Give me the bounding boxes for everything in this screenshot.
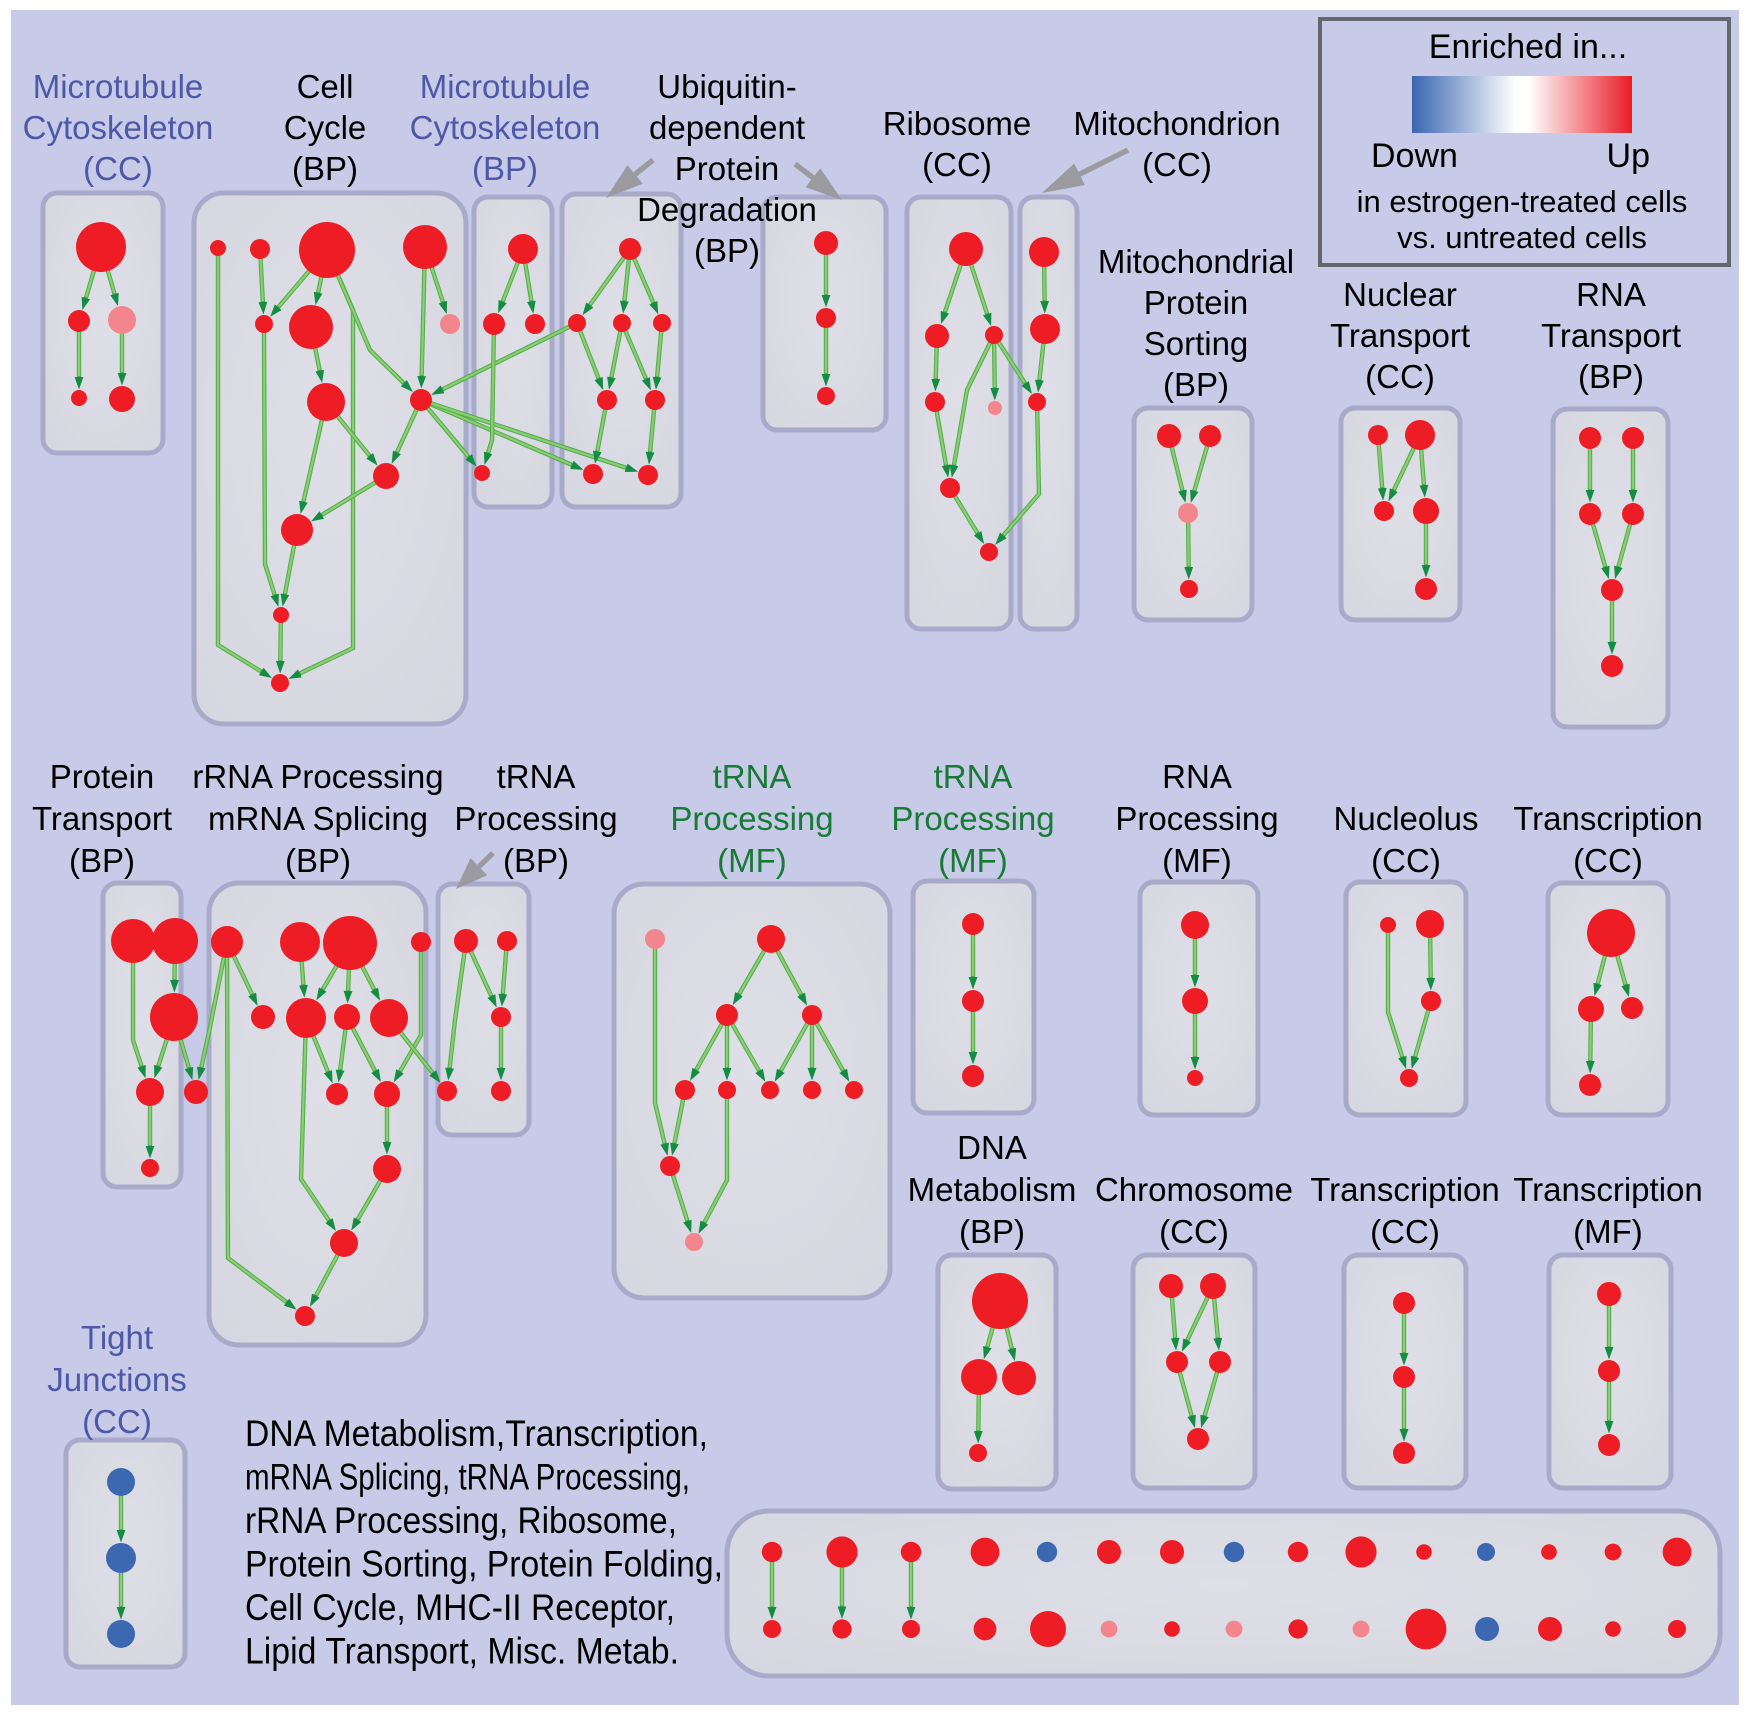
svg-text:(BP): (BP) [694,232,760,269]
svg-text:Cytoskeleton: Cytoskeleton [410,109,601,146]
svg-text:(BP): (BP) [285,842,351,879]
svg-text:tRNA: tRNA [497,758,576,795]
svg-text:RNA: RNA [1576,276,1646,313]
svg-text:(BP): (BP) [1578,358,1644,395]
svg-text:dependent: dependent [649,109,805,146]
svg-text:DNA: DNA [957,1129,1027,1166]
svg-text:Protein: Protein [1144,284,1249,321]
svg-text:(CC): (CC) [1371,842,1441,879]
svg-text:Lipid Transport, Misc. Metab.: Lipid Transport, Misc. Metab. [245,1631,679,1672]
svg-text:(CC): (CC) [1142,146,1212,183]
svg-text:Tight: Tight [81,1319,153,1356]
svg-text:(CC): (CC) [83,150,153,187]
svg-text:Processing: Processing [670,800,833,837]
svg-text:(CC): (CC) [1573,842,1643,879]
svg-text:mRNA Splicing: mRNA Splicing [208,800,428,837]
svg-text:(BP): (BP) [292,150,358,187]
svg-text:Protein Sorting, Protein Foldi: Protein Sorting, Protein Folding, [245,1544,723,1585]
svg-text:Enriched in...: Enriched in... [1429,28,1627,66]
svg-text:Processing: Processing [891,800,1054,837]
svg-text:mRNA Splicing, tRNA Processing: mRNA Splicing, tRNA Processing, [245,1457,690,1498]
svg-text:Cell Cycle, MHC-II Receptor,: Cell Cycle, MHC-II Receptor, [245,1587,675,1628]
svg-text:(MF): (MF) [1573,1213,1643,1250]
svg-text:Nuclear: Nuclear [1343,276,1457,313]
svg-text:Metabolism: Metabolism [908,1171,1077,1208]
svg-text:RNA: RNA [1162,758,1232,795]
svg-text:vs. untreated cells: vs. untreated cells [1397,220,1647,255]
svg-text:Sorting: Sorting [1144,325,1249,362]
svg-text:Microtubule: Microtubule [420,68,591,105]
svg-text:Transport: Transport [1541,317,1681,354]
svg-text:Cycle: Cycle [284,109,367,146]
svg-text:Transcription: Transcription [1513,800,1703,837]
svg-text:(CC): (CC) [1370,1213,1440,1250]
svg-text:in estrogen-treated cells: in estrogen-treated cells [1357,184,1688,219]
svg-text:Ubiquitin-: Ubiquitin- [657,68,796,105]
svg-text:(BP): (BP) [69,842,135,879]
svg-text:DNA Metabolism,Transcription,: DNA Metabolism,Transcription, [245,1413,708,1454]
svg-text:(BP): (BP) [1163,366,1229,403]
svg-text:Transcription: Transcription [1513,1171,1703,1208]
svg-text:Degradation: Degradation [637,191,817,228]
svg-text:Chromosome: Chromosome [1095,1171,1293,1208]
svg-text:tRNA: tRNA [713,758,792,795]
svg-text:Down: Down [1371,137,1458,175]
svg-text:Mitochondrion: Mitochondrion [1073,105,1280,142]
svg-text:rRNA Processing, Ribosome,: rRNA Processing, Ribosome, [245,1500,677,1541]
svg-text:Mitochondrial: Mitochondrial [1098,243,1294,280]
svg-text:(CC): (CC) [1365,358,1435,395]
svg-text:(MF): (MF) [1162,842,1232,879]
svg-text:Processing: Processing [454,800,617,837]
svg-text:(CC): (CC) [922,146,992,183]
svg-text:Cytoskeleton: Cytoskeleton [23,109,214,146]
svg-text:(CC): (CC) [82,1403,152,1440]
svg-text:(BP): (BP) [959,1213,1025,1250]
svg-text:Transport: Transport [1330,317,1470,354]
svg-text:Microtubule: Microtubule [33,68,204,105]
svg-text:Ribosome: Ribosome [883,105,1032,142]
svg-text:Protein: Protein [50,758,155,795]
svg-text:rRNA Processing: rRNA Processing [192,758,443,795]
svg-text:(MF): (MF) [938,842,1008,879]
svg-text:Processing: Processing [1115,800,1278,837]
svg-text:Cell: Cell [297,68,354,105]
svg-text:tRNA: tRNA [934,758,1013,795]
svg-text:Transport: Transport [32,800,172,837]
svg-text:(MF): (MF) [717,842,787,879]
svg-text:(BP): (BP) [503,842,569,879]
svg-text:Protein: Protein [675,150,780,187]
svg-text:Transcription: Transcription [1310,1171,1500,1208]
svg-text:(BP): (BP) [472,150,538,187]
svg-text:Nucleolus: Nucleolus [1334,800,1479,837]
svg-text:(CC): (CC) [1159,1213,1229,1250]
svg-text:Junctions: Junctions [47,1361,186,1398]
svg-text:Up: Up [1607,137,1650,175]
